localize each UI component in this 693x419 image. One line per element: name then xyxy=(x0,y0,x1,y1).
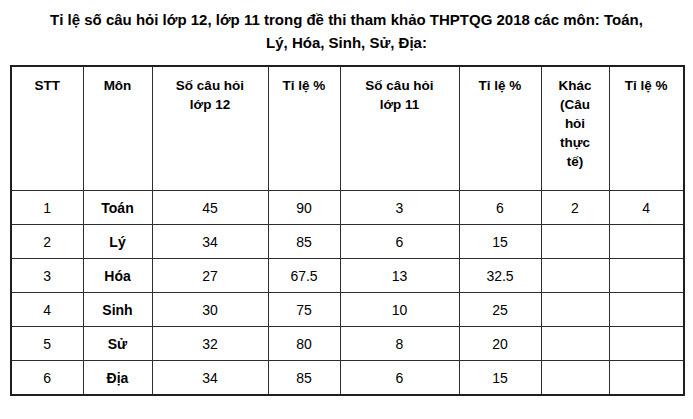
cell-stt: 1 xyxy=(11,191,83,225)
cell-khac xyxy=(541,361,609,396)
header-cell-ti-le-khac: Tỉ lệ % xyxy=(609,66,684,191)
cell-stt: 3 xyxy=(11,259,83,293)
cell-stt: 6 xyxy=(11,361,83,396)
subjects-question-ratio-table: STT Môn Số câu hỏi lớp 12 Tỉ lệ % Số câu… xyxy=(10,65,685,396)
cell-so-cau-hoi-lop-11: 6 xyxy=(340,225,459,259)
header-cell-ti-le-lop-11: Tỉ lệ % xyxy=(459,66,541,191)
cell-khac: 2 xyxy=(541,191,609,225)
cell-mon: Toán xyxy=(83,191,152,225)
cell-mon: Sinh xyxy=(83,293,152,327)
cell-ti-le-khac xyxy=(609,327,684,361)
cell-ti-le-lop-11: 20 xyxy=(459,327,541,361)
cell-so-cau-hoi-lop-12: 27 xyxy=(152,259,268,293)
table-row-su: 5 Sử 32 80 8 20 xyxy=(11,327,684,361)
header-row: STT Môn Số câu hỏi lớp 12 Tỉ lệ % Số câu… xyxy=(11,66,684,191)
header-cell-stt: STT xyxy=(11,66,83,191)
cell-so-cau-hoi-lop-11: 3 xyxy=(340,191,459,225)
cell-so-cau-hoi-lop-12: 34 xyxy=(152,225,268,259)
cell-so-cau-hoi-lop-12: 45 xyxy=(152,191,268,225)
cell-ti-le-khac xyxy=(609,293,684,327)
cell-ti-le-lop-12: 85 xyxy=(268,361,340,396)
cell-so-cau-hoi-lop-12: 30 xyxy=(152,293,268,327)
cell-mon: Địa xyxy=(83,361,152,396)
cell-ti-le-lop-12: 75 xyxy=(268,293,340,327)
header-cell-mon: Môn xyxy=(83,66,152,191)
cell-so-cau-hoi-lop-11: 6 xyxy=(340,361,459,396)
cell-ti-le-lop-11: 6 xyxy=(459,191,541,225)
cell-ti-le-lop-12: 80 xyxy=(268,327,340,361)
table-row-dia: 6 Địa 34 85 6 15 xyxy=(11,361,684,396)
cell-ti-le-lop-11: 32.5 xyxy=(459,259,541,293)
header-cell-so-cau-hoi-lop-12: Số câu hỏi lớp 12 xyxy=(152,66,268,191)
cell-stt: 4 xyxy=(11,293,83,327)
cell-khac xyxy=(541,225,609,259)
cell-ti-le-lop-11: 15 xyxy=(459,361,541,396)
cell-khac xyxy=(541,293,609,327)
cell-ti-le-khac xyxy=(609,259,684,293)
table-row-ly: 2 Lý 34 85 6 15 xyxy=(11,225,684,259)
cell-ti-le-lop-12: 90 xyxy=(268,191,340,225)
cell-ti-le-khac xyxy=(609,361,684,396)
header-cell-so-cau-hoi-lop-11: Số câu hỏi lớp 11 xyxy=(340,66,459,191)
cell-ti-le-khac xyxy=(609,225,684,259)
header-cell-ti-le-lop-12: Tỉ lệ % xyxy=(268,66,340,191)
cell-so-cau-hoi-lop-11: 13 xyxy=(340,259,459,293)
cell-stt: 2 xyxy=(11,225,83,259)
cell-stt: 5 xyxy=(11,327,83,361)
page-title-line-2: Lý, Hóa, Sinh, Sử, Địa: xyxy=(0,31,693,54)
cell-so-cau-hoi-lop-11: 10 xyxy=(340,293,459,327)
table-row-sinh: 4 Sinh 30 75 10 25 xyxy=(11,293,684,327)
cell-mon: Sử xyxy=(83,327,152,361)
cell-mon: Lý xyxy=(83,225,152,259)
page-title-line-1: Tỉ lệ số câu hỏi lớp 12, lớp 11 trong đề… xyxy=(0,8,693,31)
table-row-hoa: 3 Hóa 27 67.5 13 32.5 xyxy=(11,259,684,293)
page-title: Tỉ lệ số câu hỏi lớp 12, lớp 11 trong đề… xyxy=(0,8,693,54)
cell-khac xyxy=(541,259,609,293)
cell-so-cau-hoi-lop-11: 8 xyxy=(340,327,459,361)
cell-ti-le-lop-12: 85 xyxy=(268,225,340,259)
cell-ti-le-lop-11: 25 xyxy=(459,293,541,327)
cell-so-cau-hoi-lop-12: 34 xyxy=(152,361,268,396)
cell-mon: Hóa xyxy=(83,259,152,293)
cell-ti-le-lop-11: 15 xyxy=(459,225,541,259)
cell-ti-le-khac: 4 xyxy=(609,191,684,225)
header-cell-khac: Khác (Câu hỏi thực tế) xyxy=(541,66,609,191)
cell-so-cau-hoi-lop-12: 32 xyxy=(152,327,268,361)
cell-ti-le-lop-12: 67.5 xyxy=(268,259,340,293)
cell-khac xyxy=(541,327,609,361)
table-row-toan: 1 Toán 45 90 3 6 2 4 xyxy=(11,191,684,225)
